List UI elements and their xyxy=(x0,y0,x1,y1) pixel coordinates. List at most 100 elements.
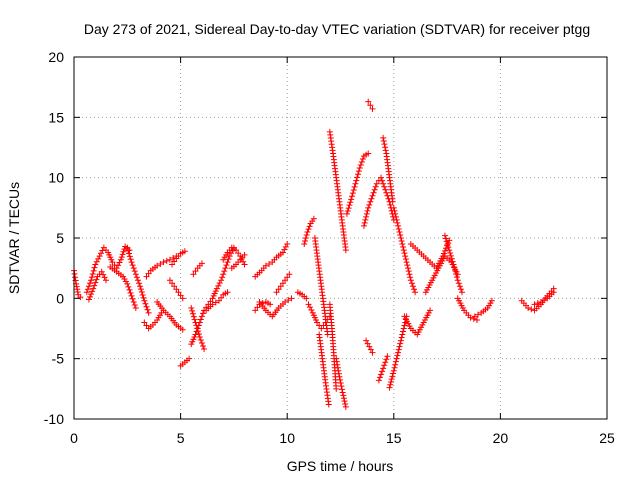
data-point xyxy=(228,250,235,257)
data-point xyxy=(171,258,178,265)
data-point xyxy=(226,253,233,260)
data-point xyxy=(456,283,463,290)
data-point xyxy=(241,261,248,268)
data-point xyxy=(393,216,400,223)
x-tick-label: 20 xyxy=(493,430,509,446)
series-arc-25 xyxy=(311,235,331,338)
series-arc-30 xyxy=(343,150,372,217)
data-point xyxy=(390,204,397,211)
x-axis-label: GPS time / hours xyxy=(287,458,394,474)
data-point xyxy=(387,201,394,208)
data-point xyxy=(143,322,150,329)
series-arc-11 xyxy=(177,355,193,369)
data-point xyxy=(409,283,416,290)
data-point xyxy=(192,319,199,326)
data-point xyxy=(74,286,81,293)
data-point xyxy=(442,235,449,242)
data-point xyxy=(343,210,350,217)
data-point xyxy=(401,250,408,257)
data-point xyxy=(275,286,282,293)
data-point xyxy=(335,367,342,374)
data-point xyxy=(446,237,453,244)
data-point xyxy=(340,392,347,399)
data-point xyxy=(195,328,202,335)
data-point xyxy=(365,204,372,211)
data-point xyxy=(370,189,377,196)
data-point xyxy=(154,262,161,269)
data-point xyxy=(213,285,220,292)
data-point xyxy=(199,342,206,349)
grid xyxy=(74,57,607,419)
data-point xyxy=(89,270,96,277)
data-point xyxy=(333,385,340,392)
data-point xyxy=(195,331,202,338)
data-point xyxy=(389,373,396,380)
data-point xyxy=(221,268,228,275)
data-point xyxy=(366,343,373,350)
data-point xyxy=(394,219,401,226)
data-point xyxy=(525,304,532,311)
data-point xyxy=(378,174,385,181)
data-point xyxy=(373,180,380,187)
data-point xyxy=(132,304,139,311)
data-point xyxy=(101,274,108,281)
data-point xyxy=(337,380,344,387)
data-point xyxy=(339,389,346,396)
data-point xyxy=(391,207,398,214)
data-point xyxy=(145,270,152,277)
data-point xyxy=(342,403,349,410)
data-point xyxy=(389,198,396,205)
data-point xyxy=(349,193,356,200)
data-point xyxy=(382,186,389,193)
data-point xyxy=(383,356,390,363)
data-point xyxy=(473,317,480,324)
data-point xyxy=(537,298,544,305)
data-point xyxy=(305,226,312,233)
data-point xyxy=(84,286,91,293)
data-point xyxy=(220,271,227,278)
data-point xyxy=(449,258,456,265)
series-arc-22 xyxy=(294,289,310,302)
data-point xyxy=(397,235,404,241)
data-point xyxy=(380,134,387,141)
data-point xyxy=(400,325,407,332)
data-point xyxy=(454,277,461,284)
series-arc-36 xyxy=(386,313,410,391)
data-point xyxy=(198,260,205,267)
data-point xyxy=(427,307,434,314)
data-point xyxy=(381,183,388,190)
series-arc-26 xyxy=(316,331,332,408)
data-point xyxy=(363,210,370,217)
series-arc-19 xyxy=(252,241,291,280)
data-point xyxy=(412,289,419,296)
data-point xyxy=(233,247,240,254)
data-point xyxy=(262,262,269,269)
data-point xyxy=(400,247,407,254)
data-point xyxy=(407,277,414,284)
data-point xyxy=(175,289,182,296)
data-point xyxy=(196,333,203,340)
data-point xyxy=(128,259,135,266)
data-point xyxy=(452,267,459,274)
series-arc-2 xyxy=(83,243,133,296)
data-point xyxy=(130,265,137,272)
data-point xyxy=(318,325,325,332)
data-point xyxy=(129,295,136,302)
data-point xyxy=(160,259,167,266)
data-point xyxy=(367,198,374,205)
data-point xyxy=(369,192,376,199)
data-point xyxy=(126,250,133,257)
data-point xyxy=(441,232,448,239)
axis-ticks: 0 5 10 15 20 25 -10 -5 0 5 10 15 20 xyxy=(44,49,615,446)
series-arc-31 xyxy=(360,174,397,229)
data-point xyxy=(199,310,206,317)
data-point xyxy=(282,243,289,250)
data-point xyxy=(303,295,310,302)
data-point xyxy=(349,190,356,197)
data-point xyxy=(109,259,116,266)
data-point xyxy=(340,395,347,402)
data-point xyxy=(141,297,148,304)
data-point xyxy=(215,297,222,304)
data-point xyxy=(405,265,412,272)
data-point xyxy=(402,256,409,263)
